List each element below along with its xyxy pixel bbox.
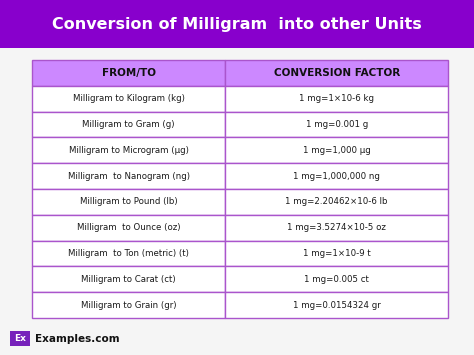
Text: Milligram  to Nanogram (ng): Milligram to Nanogram (ng)	[68, 171, 190, 181]
Bar	[226, 215, 448, 241]
Text: CONVERSION FACTOR: CONVERSION FACTOR	[273, 68, 400, 78]
Bar	[226, 292, 448, 318]
Text: 1 mg=0.001 g: 1 mg=0.001 g	[306, 120, 368, 129]
Bar	[226, 241, 448, 266]
Text: 1 mg=2.20462×10-6 lb: 1 mg=2.20462×10-6 lb	[285, 197, 388, 206]
Bar	[226, 189, 448, 215]
Text: 1 mg=3.5274×10-5 oz: 1 mg=3.5274×10-5 oz	[287, 223, 386, 232]
Bar	[32, 292, 226, 318]
Bar	[32, 215, 226, 241]
Bar	[32, 86, 226, 111]
Text: Milligram to Pound (lb): Milligram to Pound (lb)	[80, 197, 178, 206]
Text: FROM/TO: FROM/TO	[102, 68, 156, 78]
Bar	[226, 111, 448, 137]
Text: 1 mg=1×10-6 kg: 1 mg=1×10-6 kg	[299, 94, 374, 103]
Text: 1 mg=1,000 μg: 1 mg=1,000 μg	[303, 146, 371, 155]
Bar	[32, 111, 226, 137]
Text: 1 mg=0.0154324 gr: 1 mg=0.0154324 gr	[293, 301, 381, 310]
Bar	[10, 331, 30, 346]
Text: 1 mg=0.005 ct: 1 mg=0.005 ct	[304, 275, 369, 284]
Text: Milligram to Carat (ct): Milligram to Carat (ct)	[82, 275, 176, 284]
Text: Milligram  to Ton (metric) (t): Milligram to Ton (metric) (t)	[68, 249, 189, 258]
Text: Ex: Ex	[14, 334, 26, 343]
Text: 1 mg=1×10-9 t: 1 mg=1×10-9 t	[303, 249, 371, 258]
Bar	[226, 86, 448, 111]
Bar	[226, 60, 448, 86]
Bar	[32, 241, 226, 266]
Text: Milligram to Microgram (μg): Milligram to Microgram (μg)	[69, 146, 189, 155]
Bar	[226, 163, 448, 189]
Bar	[32, 266, 226, 292]
Bar	[32, 189, 226, 215]
Bar	[0, 0, 474, 48]
Bar	[226, 266, 448, 292]
Text: 1 mg=1,000,000 ng: 1 mg=1,000,000 ng	[293, 171, 380, 181]
Bar	[32, 137, 226, 163]
Text: Milligram  to Ounce (oz): Milligram to Ounce (oz)	[77, 223, 181, 232]
Bar	[32, 163, 226, 189]
Bar	[32, 60, 226, 86]
Text: Examples.com: Examples.com	[35, 333, 119, 344]
Text: Conversion of Milligram  into other Units: Conversion of Milligram into other Units	[52, 16, 422, 32]
Bar	[226, 137, 448, 163]
Text: Milligram to Gram (g): Milligram to Gram (g)	[82, 120, 175, 129]
Text: Milligram to Kilogram (kg): Milligram to Kilogram (kg)	[73, 94, 185, 103]
Text: Milligram to Grain (gr): Milligram to Grain (gr)	[81, 301, 176, 310]
